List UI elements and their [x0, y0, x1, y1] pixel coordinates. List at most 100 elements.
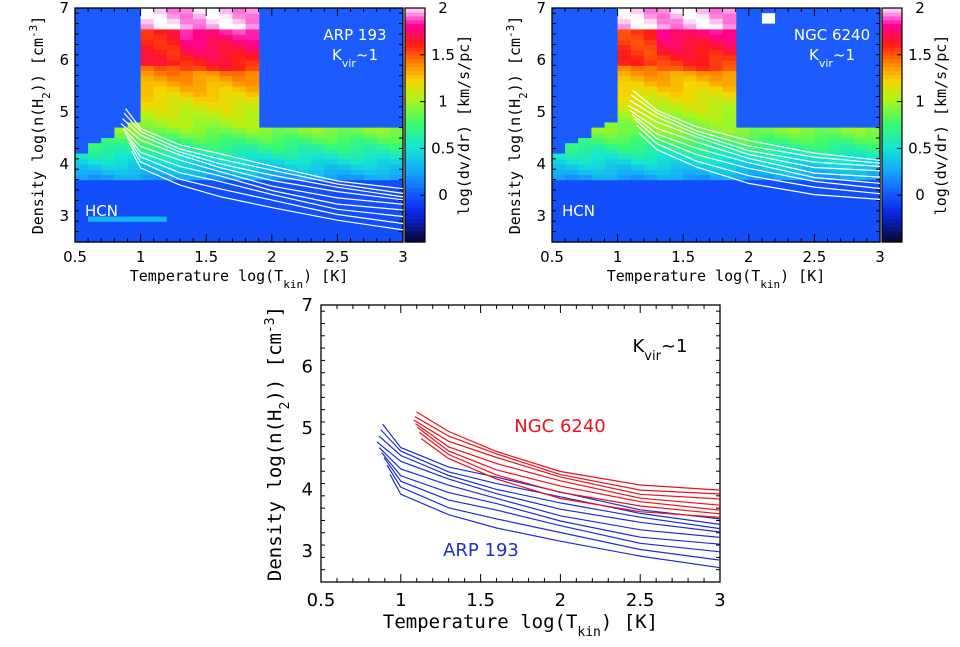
colorbar-segment [882, 203, 902, 208]
heatmap-cell [709, 91, 724, 97]
heatmap-cell [350, 221, 365, 227]
heatmap-cell [748, 216, 763, 222]
colorbar-segment [882, 66, 902, 71]
heatmap-cell [389, 195, 404, 201]
heatmap-cell [140, 86, 155, 92]
heatmap-cell [696, 28, 710, 35]
y-axis-label: Density log(n(H2)) [cm-3] [504, 16, 530, 235]
heatmap-cell [657, 70, 671, 77]
x-axis-label: Temperature log(Tkin) [K] [383, 611, 658, 640]
heatmap-cell [180, 18, 194, 25]
heatmap-cell [827, 174, 842, 181]
heatmap-cell [709, 236, 724, 243]
heatmap-cell [748, 132, 763, 139]
heatmap-cell [376, 221, 391, 227]
heatmap-cell [643, 54, 658, 61]
heatmap-cell [657, 8, 671, 14]
heatmap-cell [670, 18, 684, 25]
heatmap-cell [643, 195, 658, 201]
heatmap-cell [801, 127, 815, 134]
heatmap-cell [696, 226, 710, 233]
heatmap-cell [166, 80, 181, 87]
heatmap-cell [193, 226, 207, 233]
heatmap-cell [709, 231, 724, 238]
heatmap-cell [153, 23, 168, 30]
colorbar-segment [405, 50, 425, 56]
heatmap-cell [324, 205, 338, 212]
heatmap-cell [696, 101, 710, 108]
heatmap-cell [630, 221, 645, 227]
colorbar-segment [405, 218, 425, 224]
colorbar-segment [882, 70, 902, 75]
heatmap-cell [735, 205, 750, 212]
heatmap-cell [206, 106, 220, 113]
heatmap-cell [722, 86, 737, 92]
heatmap-cell [219, 18, 233, 25]
heatmap-cell [814, 195, 829, 201]
heatmap-cell [127, 231, 142, 238]
heatmap-cell [617, 112, 632, 118]
heatmap-cell [219, 54, 233, 61]
heatmap-cell [88, 148, 102, 155]
heatmap-cell [193, 138, 207, 144]
heatmap-cell [232, 179, 247, 186]
heatmap-cell [219, 8, 233, 14]
heatmap-cell [127, 236, 142, 243]
heatmap-cell [670, 153, 684, 160]
heatmap-cell [604, 127, 619, 134]
heatmap-cell [153, 231, 168, 238]
heatmap-cell [617, 34, 632, 40]
heatmap-cell [350, 195, 365, 201]
heatmap-cell [193, 106, 207, 113]
heatmap-cell [284, 153, 299, 160]
heatmap-cell [180, 179, 194, 186]
heatmap-cell [578, 200, 592, 207]
heatmap-cell [722, 65, 737, 71]
heatmap-cell [140, 70, 155, 77]
heatmap-cell [735, 158, 750, 165]
heatmap-cell [696, 18, 710, 25]
heatmap-cell [748, 179, 763, 186]
heatmap-cell [88, 158, 102, 165]
heatmap-cell [866, 236, 881, 243]
heatmap-cell [180, 169, 194, 175]
heatmap-cell [88, 216, 102, 222]
heatmap-cell [337, 143, 352, 149]
heatmap-cell [683, 18, 697, 25]
heatmap-cell [153, 226, 168, 233]
heatmap-cell [735, 132, 750, 139]
y-tick-label: 7 [302, 295, 313, 316]
heatmap-cell [232, 158, 247, 165]
heatmap-cell [709, 34, 724, 40]
heatmap-cell [670, 44, 684, 51]
heatmap-cell [376, 138, 391, 144]
heatmap-cell [219, 210, 233, 217]
heatmap-cell [114, 132, 129, 139]
heatmap-cell [258, 153, 273, 160]
colorbar-segment [882, 19, 902, 25]
heatmap-cell [206, 122, 220, 129]
colorbar-segment [405, 8, 425, 13]
heatmap-cell [298, 236, 312, 243]
heatmap-cell [271, 195, 286, 201]
heatmap-cell [153, 8, 168, 14]
heatmap-cell [245, 91, 260, 97]
heatmap-cell [657, 91, 671, 97]
colorbar-segment [882, 222, 902, 227]
heatmap-cell [748, 210, 763, 217]
heatmap-cell [311, 226, 325, 233]
colorbar-segment [882, 27, 902, 32]
heatmap-cell [801, 226, 815, 233]
heatmap-cell [245, 49, 260, 56]
heatmap-cell [166, 148, 181, 155]
heatmap-cell [696, 106, 710, 113]
heatmap-cell [101, 153, 115, 160]
heatmap-cell [232, 153, 247, 160]
heatmap-cell [245, 44, 260, 51]
heatmap-cell [565, 216, 579, 222]
heatmap-cell [696, 112, 710, 118]
colorbar-segment [882, 156, 902, 161]
heatmap-cell [709, 132, 724, 139]
heatmap-cell [643, 23, 658, 30]
